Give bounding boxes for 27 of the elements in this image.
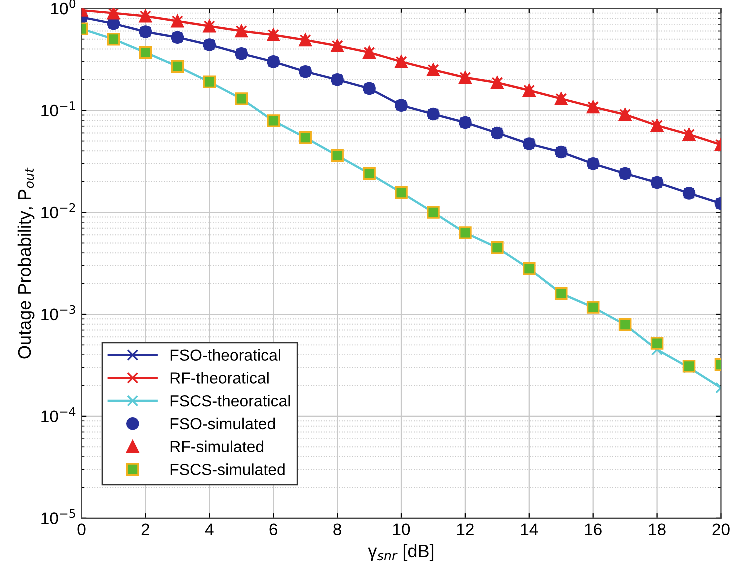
x-tick-label: 18 xyxy=(649,524,666,536)
y-tick-label: 10$^{−4}$ xyxy=(42,407,76,423)
legend-label: RF-simulated xyxy=(170,440,264,453)
legend-label: FSO-simulated xyxy=(170,418,276,430)
legend-label: FSCS-simulated xyxy=(170,464,285,476)
y-tick-label: 10$^{0}$ xyxy=(52,0,76,15)
point xyxy=(682,360,696,373)
x-tick-label: 6 xyxy=(270,524,278,536)
x-tick-label: 4 xyxy=(205,524,214,536)
y-tick-label: 10$^{−5}$ xyxy=(42,509,76,524)
legend-label: FSO-theoratical xyxy=(170,349,280,362)
x-axis-title: γ$_{snr}$ [dB] xyxy=(368,544,434,562)
point xyxy=(650,337,664,350)
x-tick-label: 0 xyxy=(78,524,86,536)
x-tick-label: 10 xyxy=(394,524,410,536)
x-tick-label: 2 xyxy=(142,524,150,536)
x-tick-label: 20 xyxy=(712,524,730,536)
legend-label: RF-theoratical xyxy=(170,372,269,384)
y-tick-label: 10$^{−2}$ xyxy=(42,203,76,219)
y-tick-label: 10$^{−1}$ xyxy=(42,102,76,117)
x-tick-label: 16 xyxy=(585,524,602,536)
x-tick-label: 14 xyxy=(521,524,538,536)
y-axis-title: Outage Probability, P$_{out}$ xyxy=(18,168,35,359)
y-tick-label: 10$^{−3}$ xyxy=(42,305,76,321)
x-tick-label: 12 xyxy=(457,524,474,536)
x-tick-label: 8 xyxy=(334,524,342,536)
legend-label: FSCS-theoratical xyxy=(170,395,290,407)
